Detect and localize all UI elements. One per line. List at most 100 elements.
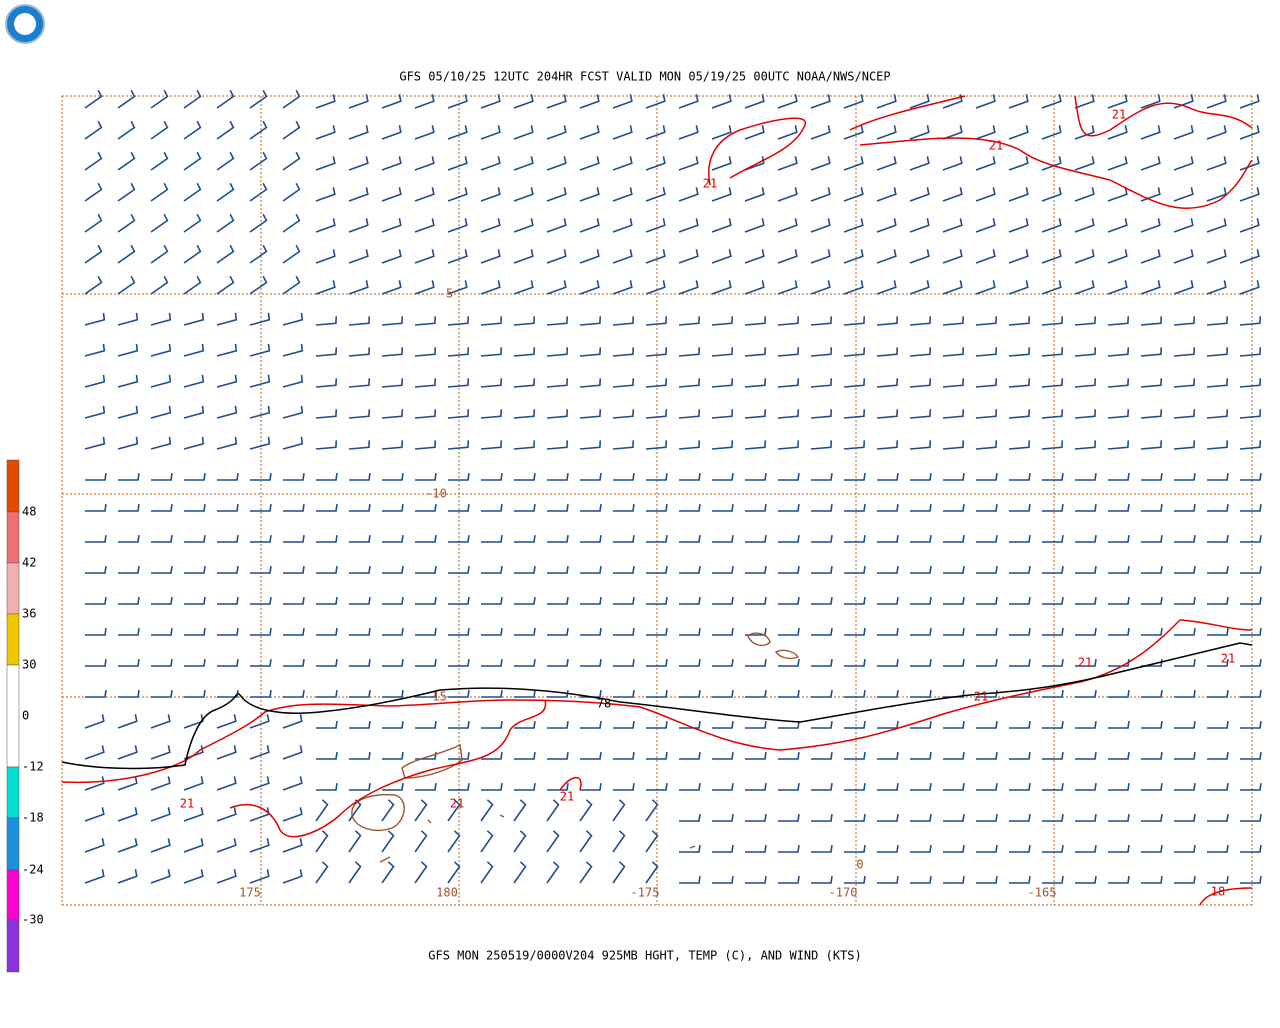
wind-barb xyxy=(546,94,567,109)
wind-barb xyxy=(283,689,305,698)
wind-barb xyxy=(909,218,930,233)
wind-barb xyxy=(513,830,527,853)
wind-barb xyxy=(1173,187,1194,202)
wind-barb xyxy=(1173,218,1194,233)
wind-barb xyxy=(1108,782,1130,791)
wind-barb xyxy=(711,280,732,295)
wind-barb xyxy=(744,94,765,109)
wind-barb xyxy=(843,249,864,264)
wind-barb xyxy=(348,94,369,109)
wind-barb xyxy=(316,503,338,512)
wind-barb xyxy=(1042,813,1064,822)
wind-barb xyxy=(447,316,470,326)
wind-barb xyxy=(778,503,800,512)
wind-barb xyxy=(547,472,569,481)
wind-barb xyxy=(481,782,503,791)
wind-barb xyxy=(1009,720,1031,729)
wind-barb xyxy=(349,534,371,543)
wind-barb xyxy=(249,312,271,326)
wind-barb xyxy=(976,503,998,512)
wind-barb xyxy=(184,689,206,698)
wind-barb xyxy=(1108,844,1130,853)
wind-barb xyxy=(448,782,470,791)
wind-barb xyxy=(1206,316,1229,326)
wind-barb xyxy=(480,799,494,822)
wind-barb xyxy=(876,347,899,357)
wind-barb xyxy=(415,534,437,543)
wind-barb xyxy=(1008,440,1031,450)
wind-barb xyxy=(711,409,734,419)
wind-barb xyxy=(249,838,270,853)
wind-barb xyxy=(1207,627,1229,636)
wind-barb xyxy=(613,472,635,481)
wind-barb xyxy=(613,503,635,512)
wind-barb xyxy=(316,782,338,791)
wind-barb xyxy=(580,472,602,481)
wind-barb xyxy=(877,813,899,822)
wind-barb xyxy=(1008,249,1029,264)
wind-barb xyxy=(217,565,239,574)
wind-barb xyxy=(811,782,833,791)
wind-barb xyxy=(1239,347,1262,357)
wind-barb xyxy=(117,745,138,760)
wind-barb xyxy=(843,187,864,202)
wind-barb xyxy=(415,720,437,729)
wind-barb xyxy=(679,844,701,853)
wind-barb xyxy=(118,534,140,543)
wind-barb xyxy=(546,409,569,419)
wind-barb xyxy=(315,799,329,822)
wind-barb xyxy=(1173,409,1196,419)
wind-barb xyxy=(1206,156,1227,171)
wind-barb xyxy=(1207,844,1229,853)
wind-barb xyxy=(744,249,765,264)
wind-barb xyxy=(843,409,866,419)
wind-barb xyxy=(547,627,569,636)
wind-barb xyxy=(679,596,701,605)
wind-barb xyxy=(646,689,668,698)
wind-barb xyxy=(1240,689,1262,698)
wind-barb xyxy=(1074,378,1097,388)
wind-barb xyxy=(414,861,428,884)
wind-barb xyxy=(250,689,272,698)
wind-barb xyxy=(1141,627,1163,636)
wind-barb xyxy=(876,156,897,171)
wind-barb xyxy=(381,218,402,233)
wind-barb xyxy=(1075,751,1097,760)
wind-barb xyxy=(382,751,404,760)
wind-barb xyxy=(943,751,965,760)
wind-barb xyxy=(1206,409,1229,419)
wind-barb xyxy=(678,187,699,202)
wind-barb xyxy=(1008,378,1031,388)
wind-barb xyxy=(117,120,136,140)
wind-barb xyxy=(315,187,336,202)
wind-barb xyxy=(84,838,105,853)
wind-barb xyxy=(183,151,202,171)
wind-barb xyxy=(184,596,206,605)
wind-barb xyxy=(943,472,965,481)
wind-barb xyxy=(448,534,470,543)
wind-barb xyxy=(679,689,701,698)
wind-barb xyxy=(1173,347,1196,357)
wind-barb xyxy=(514,503,536,512)
wind-barb xyxy=(513,316,536,326)
wind-barb xyxy=(348,440,371,450)
wind-barb xyxy=(744,378,767,388)
wind-barb xyxy=(679,720,701,729)
wind-barb xyxy=(216,213,235,233)
wind-barb xyxy=(646,472,668,481)
wind-barb xyxy=(679,751,701,760)
wind-barb xyxy=(942,218,963,233)
wind-barb xyxy=(975,249,996,264)
wind-barb xyxy=(150,776,171,791)
wind-barb xyxy=(943,596,965,605)
wind-barb xyxy=(414,799,428,822)
wind-barb xyxy=(349,720,371,729)
wind-barb xyxy=(975,125,996,140)
wind-barb xyxy=(480,249,501,264)
wind-barb xyxy=(811,751,833,760)
colorbar-tick-label: 48 xyxy=(22,505,36,519)
wind-barb xyxy=(381,799,395,822)
wind-barb xyxy=(942,378,965,388)
wind-barb xyxy=(348,125,369,140)
wind-barb xyxy=(480,440,503,450)
